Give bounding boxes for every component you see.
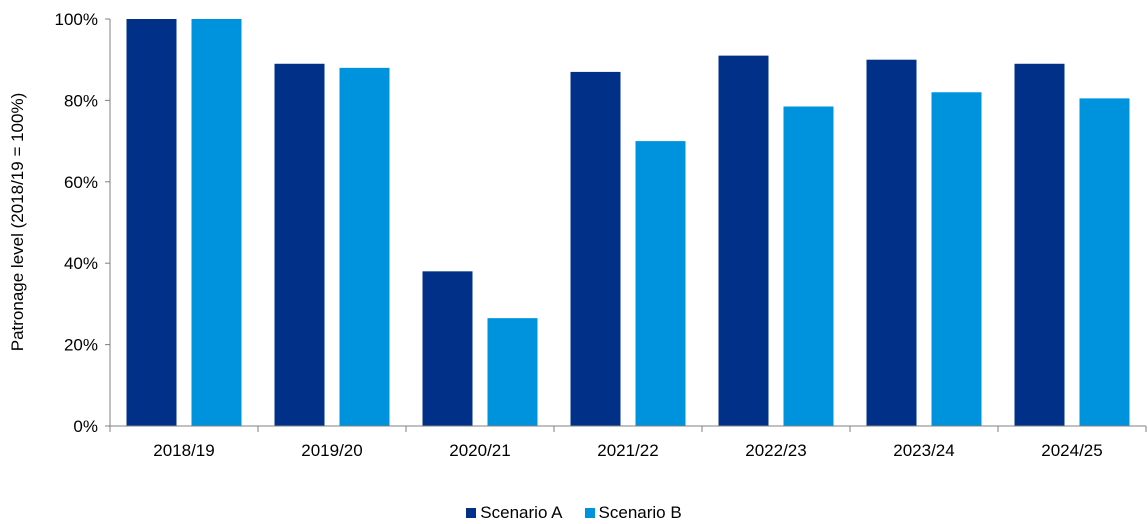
x-axis: 2018/19 2019/20 2020/21 2021/22 2022/23 2023/… [109, 425, 1147, 460]
legend: Scenario A Scenario B [0, 502, 1148, 524]
bar-scenario-a-2021-22 [570, 71, 621, 426]
legend-swatch-scenario-a [466, 508, 477, 518]
bar-scenario-b-2021-22 [635, 141, 686, 426]
bar-scenario-a-2019-20 [274, 63, 325, 427]
bar-scenario-b-2024-25 [1079, 98, 1130, 427]
bar-scenario-a-2020-21 [422, 271, 473, 426]
bar-scenario-b-2020-21 [487, 318, 538, 426]
legend-item-scenario-b: Scenario B [584, 502, 682, 524]
legend-label-scenario-b: Scenario B [598, 503, 682, 522]
y-tick-label: 20% [64, 336, 98, 355]
bar-chart: Patronage level (2018/19 = 100%) 0% 20% 40… [8, 10, 1147, 460]
y-tick-label: 0% [73, 417, 98, 436]
y-tick-label: 100% [55, 10, 98, 29]
x-tick-label: 2021/22 [597, 441, 658, 460]
bar-scenario-b-2022-23 [783, 106, 834, 426]
bar-scenario-b-2019-20 [339, 67, 390, 426]
x-tick-label: 2023/24 [893, 441, 954, 460]
x-tick-label: 2019/20 [301, 441, 362, 460]
legend-label-scenario-a: Scenario A [480, 503, 563, 522]
legend-swatch-scenario-b [584, 508, 595, 518]
y-tick-label: 80% [64, 91, 98, 110]
legend-item-scenario-a: Scenario A [466, 502, 563, 524]
bar-scenario-b-2018-19 [191, 19, 242, 426]
x-tick-label: 2024/25 [1041, 441, 1102, 460]
bar-scenario-a-2022-23 [718, 55, 769, 426]
x-tick-label: 2018/19 [153, 441, 214, 460]
y-axis: 0% 20% 40% 60% 80% 100% [55, 10, 111, 436]
x-tick-label: 2022/23 [745, 441, 806, 460]
x-tick-label: 2020/21 [449, 441, 510, 460]
bar-scenario-a-2024-25 [1014, 63, 1065, 427]
bar-scenario-a-2023-24 [866, 59, 917, 426]
y-axis-title: Patronage level (2018/19 = 100%) [8, 93, 27, 352]
bar-scenario-b-2023-24 [931, 92, 982, 426]
y-tick-label: 40% [64, 254, 98, 273]
bar-scenario-a-2018-19 [126, 19, 177, 426]
y-tick-label: 60% [64, 173, 98, 192]
bars-group [126, 19, 1130, 427]
